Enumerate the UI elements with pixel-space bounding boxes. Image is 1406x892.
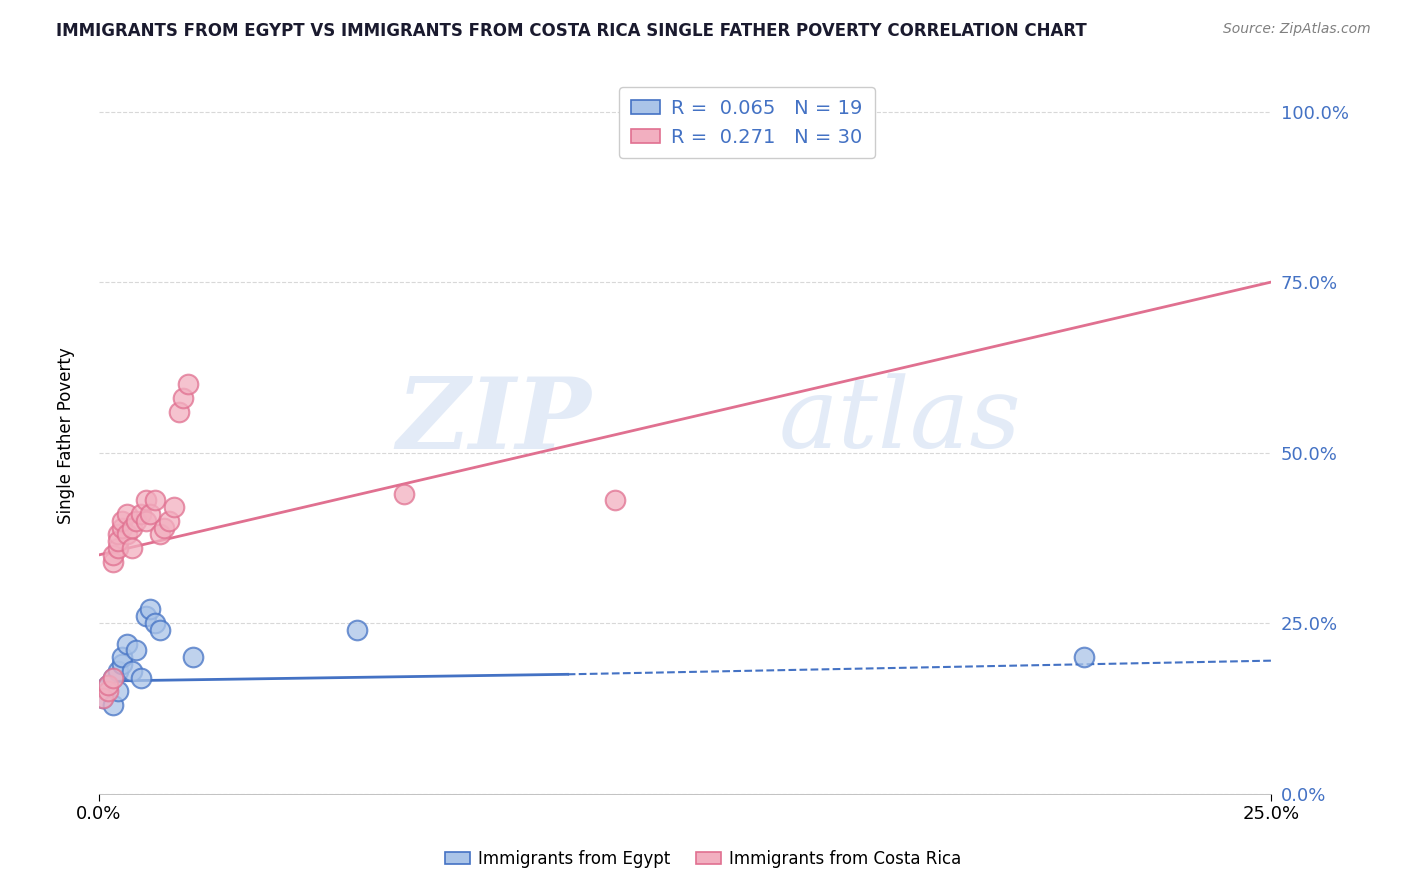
Point xyxy=(101,671,124,685)
Point xyxy=(101,548,124,562)
Point xyxy=(115,527,138,541)
Point xyxy=(121,521,143,535)
Point xyxy=(101,555,124,569)
Point xyxy=(129,671,152,685)
Point xyxy=(143,493,166,508)
Point xyxy=(107,527,129,541)
Point xyxy=(346,623,368,637)
Point xyxy=(167,405,190,419)
Point xyxy=(93,691,115,706)
Text: atlas: atlas xyxy=(779,374,1022,469)
Point xyxy=(101,671,124,685)
Point xyxy=(97,684,120,698)
Point xyxy=(177,377,200,392)
Point xyxy=(135,514,157,528)
Point xyxy=(135,493,157,508)
Point xyxy=(107,684,129,698)
Point xyxy=(107,541,129,555)
Point xyxy=(125,514,148,528)
Point xyxy=(149,527,172,541)
Point xyxy=(111,514,134,528)
Point xyxy=(101,698,124,712)
Point xyxy=(111,657,134,671)
Text: Source: ZipAtlas.com: Source: ZipAtlas.com xyxy=(1223,22,1371,37)
Point xyxy=(181,650,204,665)
Text: IMMIGRANTS FROM EGYPT VS IMMIGRANTS FROM COSTA RICA SINGLE FATHER POVERTY CORREL: IMMIGRANTS FROM EGYPT VS IMMIGRANTS FROM… xyxy=(56,22,1087,40)
Text: ZIP: ZIP xyxy=(396,373,591,469)
Legend: R =  0.065   N = 19, R =  0.271   N = 30: R = 0.065 N = 19, R = 0.271 N = 30 xyxy=(619,87,875,158)
Point xyxy=(157,514,180,528)
Point xyxy=(139,602,162,616)
Point xyxy=(121,664,143,678)
Point xyxy=(172,391,194,405)
Point xyxy=(603,493,626,508)
Point xyxy=(97,677,120,691)
Point xyxy=(121,541,143,555)
Point xyxy=(115,637,138,651)
Point xyxy=(392,486,415,500)
Point xyxy=(163,500,186,515)
Point xyxy=(111,521,134,535)
Point xyxy=(129,507,152,521)
Point xyxy=(135,609,157,624)
Point xyxy=(93,691,115,706)
Y-axis label: Single Father Poverty: Single Father Poverty xyxy=(58,347,75,524)
Point xyxy=(107,534,129,549)
Point xyxy=(143,616,166,631)
Point xyxy=(1073,650,1095,665)
Point xyxy=(107,664,129,678)
Point xyxy=(115,507,138,521)
Point xyxy=(153,521,176,535)
Legend: Immigrants from Egypt, Immigrants from Costa Rica: Immigrants from Egypt, Immigrants from C… xyxy=(439,844,967,875)
Point xyxy=(111,650,134,665)
Point xyxy=(97,677,120,691)
Point xyxy=(139,507,162,521)
Point xyxy=(125,643,148,657)
Point xyxy=(149,623,172,637)
